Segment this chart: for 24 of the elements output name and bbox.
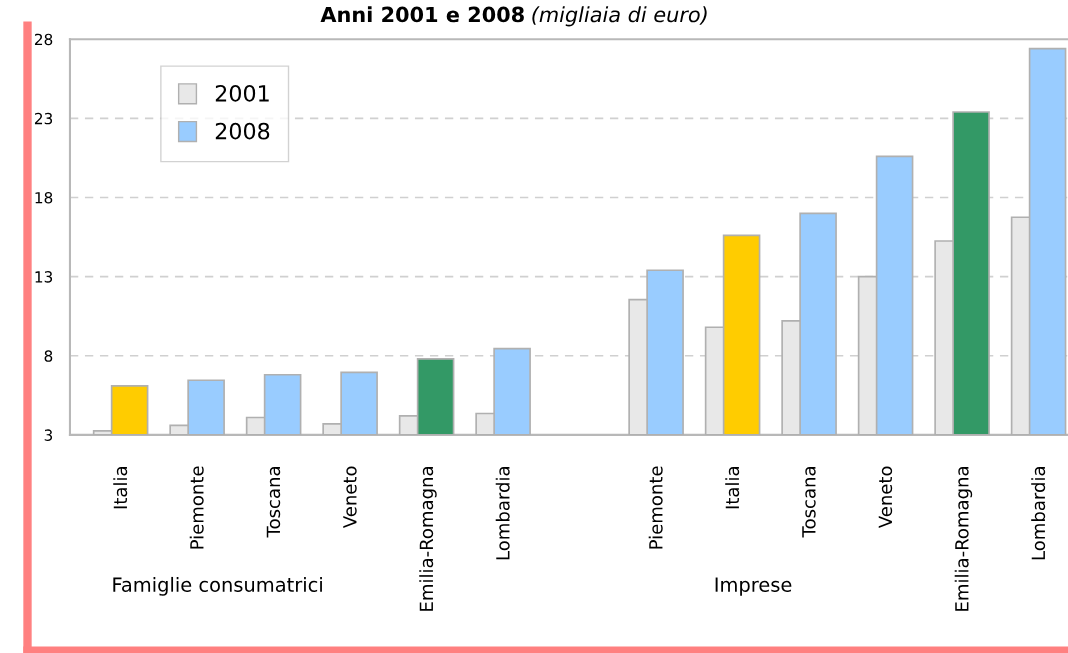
x-tick-label: Toscana [802,467,816,538]
y-tick-label: 3 [44,429,53,441]
x-tick-label: Veneto [878,466,893,529]
x-tick-label: Toscana [266,467,281,538]
x-tick-label: Emilia-Romagna [419,467,437,611]
x-tick-label: Veneto [343,466,357,529]
y-tick-label: 18 [35,191,53,204]
y-tick-label: 8 [44,350,53,362]
x-tick-label: Lombardia [1031,467,1046,560]
chart-subtitle: (migliaia di euro) [532,6,707,27]
x-tick-label: Piemonte [189,466,204,549]
x-tick-label: Lombardia [495,467,510,560]
legend-label: 2008 [215,122,270,140]
text: Imprese [715,577,792,596]
x-tick-label: Piemonte [648,466,663,549]
legend-label: 2001 [215,84,269,102]
x-tick-label: Emilia-Romagna [954,467,973,611]
y-tick-label: 28 [34,33,53,46]
x-tick-label: Italia [725,467,740,509]
y-tick-label: 13 [35,271,53,283]
text: Famiglie consumatrici [113,576,322,596]
y-tick-label: 23 [34,112,53,125]
x-tick-label: Italia [113,467,128,509]
chart-title: Anni 2001 e 2008 [320,6,524,23]
